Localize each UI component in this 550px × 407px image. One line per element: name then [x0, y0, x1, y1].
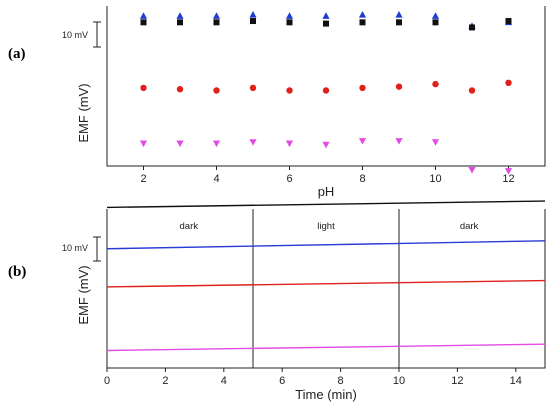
panel-a-x-axis-title: pH [318, 184, 335, 199]
panel-a-point-circle [432, 80, 439, 88]
panel-b-region-label: dark [180, 221, 199, 232]
panel-a-point-square [286, 19, 293, 26]
panel-b-x-tick-label: 4 [221, 375, 227, 387]
panel-a-data-points [139, 11, 513, 175]
panel-b-x-tick-label: 10 [393, 375, 405, 387]
panel-a: (a) EMF (mV) pH 10 mV 2 4 6 8 10 12 [8, 6, 546, 199]
panel-a-x-tick-label: 2 [140, 173, 146, 185]
panel-b-scale-bar-label: 10 mV [62, 243, 88, 253]
panel-a-point-circle [395, 83, 403, 90]
panel-a-point-circle [322, 87, 330, 94]
panel-a-point-triangle-down [249, 139, 257, 146]
panel-b-x-ticks: 0 2 4 6 8 10 12 14 [104, 368, 522, 387]
panel-a-point-triangle-down [504, 168, 513, 175]
panel-a-x-ticks: 2 4 6 8 10 12 [140, 166, 515, 185]
panel-a-point-square [469, 24, 475, 31]
panel-a-point-circle [176, 86, 184, 93]
panel-a-point-circle [505, 79, 512, 87]
panel-a-point-square [213, 19, 220, 26]
panel-a-point-circle [286, 87, 293, 94]
panel-b-y-axis-title: EMF (mV) [76, 265, 91, 324]
panel-b-series-line [106, 200, 546, 209]
panel-a-point-square [250, 18, 256, 25]
panel-a-point-square [432, 19, 439, 26]
panel-a-point-circle [359, 84, 366, 92]
panel-a-point-triangle-up [322, 12, 330, 19]
panel-b-series-line [106, 343, 546, 352]
panel-a-point-triangle-down [358, 138, 367, 145]
panel-a-point-square [396, 19, 402, 26]
panel-a-point-triangle-down [322, 141, 330, 149]
panel-b-x-tick-label: 2 [162, 375, 168, 387]
panel-a-point-triangle-down [285, 140, 294, 148]
panel-b-x-tick-label: 8 [338, 375, 344, 387]
panel-a-label: (a) [8, 46, 26, 62]
panel-b-series-line [106, 279, 546, 288]
panel-b-scale-bar: 10 mV [62, 236, 101, 262]
panel-a-x-tick-label: 12 [502, 173, 514, 185]
panel-a-point-square [359, 19, 366, 26]
panel-a-y-axis-title: EMF (mV) [76, 83, 91, 142]
panel-a-point-square [140, 19, 147, 26]
panel-a-point-square [505, 18, 512, 25]
panel-b-region-labels: dark light dark [180, 221, 479, 232]
panel-a-point-square [177, 19, 183, 26]
panel-a-point-circle [213, 87, 220, 94]
panel-a-plot-frame [106, 6, 546, 167]
panel-a-point-circle [249, 84, 257, 92]
panel-a-point-square [323, 20, 329, 27]
panel-a-point-triangle-up [358, 11, 367, 18]
panel-a-x-tick-label: 6 [286, 173, 292, 185]
panel-a-point-circle [468, 87, 476, 94]
panel-b-series-line [106, 240, 546, 250]
panel-b-x-tick-label: 0 [104, 375, 110, 387]
panel-a-point-triangle-up [212, 12, 221, 19]
panel-a-point-circle [140, 84, 147, 92]
panel-a-point-triangle-down [431, 139, 440, 146]
panel-a-point-triangle-up [249, 11, 257, 18]
panel-b-label: (b) [8, 264, 26, 280]
panel-a-scale-bar-label: 10 mV [62, 30, 88, 40]
panel-a-point-triangle-up [431, 12, 440, 19]
panel-a-point-triangle-up [139, 12, 148, 19]
panel-a-x-tick-label: 10 [429, 173, 441, 185]
panel-a-point-triangle-up [285, 12, 294, 19]
panel-a-point-triangle-down [212, 140, 221, 148]
panel-b: (b) EMF (mV) Time (min) 10 mV 0 2 4 6 8 10 12 1… [8, 200, 546, 402]
panel-b-x-axis-title: Time (min) [295, 387, 357, 402]
panel-b-plot-frame [106, 209, 546, 369]
panel-a-point-triangle-down [468, 167, 476, 174]
panel-b-region-label: light [317, 221, 335, 232]
panel-a-point-triangle-up [176, 12, 184, 19]
panel-a-x-tick-label: 4 [213, 173, 219, 185]
panel-a-x-tick-label: 8 [359, 173, 365, 185]
panel-a-point-triangle-down [176, 140, 184, 148]
panel-b-vertical-markers [252, 209, 400, 368]
panel-a-point-triangle-up [395, 11, 403, 18]
panel-b-region-label: dark [460, 221, 479, 232]
panel-b-series-lines [106, 200, 546, 352]
panel-b-x-tick-label: 12 [451, 375, 463, 387]
panel-b-x-tick-label: 6 [279, 375, 285, 387]
panel-b-x-tick-label: 14 [510, 375, 522, 387]
panel-a-point-triangle-down [139, 140, 148, 148]
panel-a-scale-bar: 10 mV [62, 21, 101, 48]
panel-a-point-triangle-down [395, 138, 403, 145]
